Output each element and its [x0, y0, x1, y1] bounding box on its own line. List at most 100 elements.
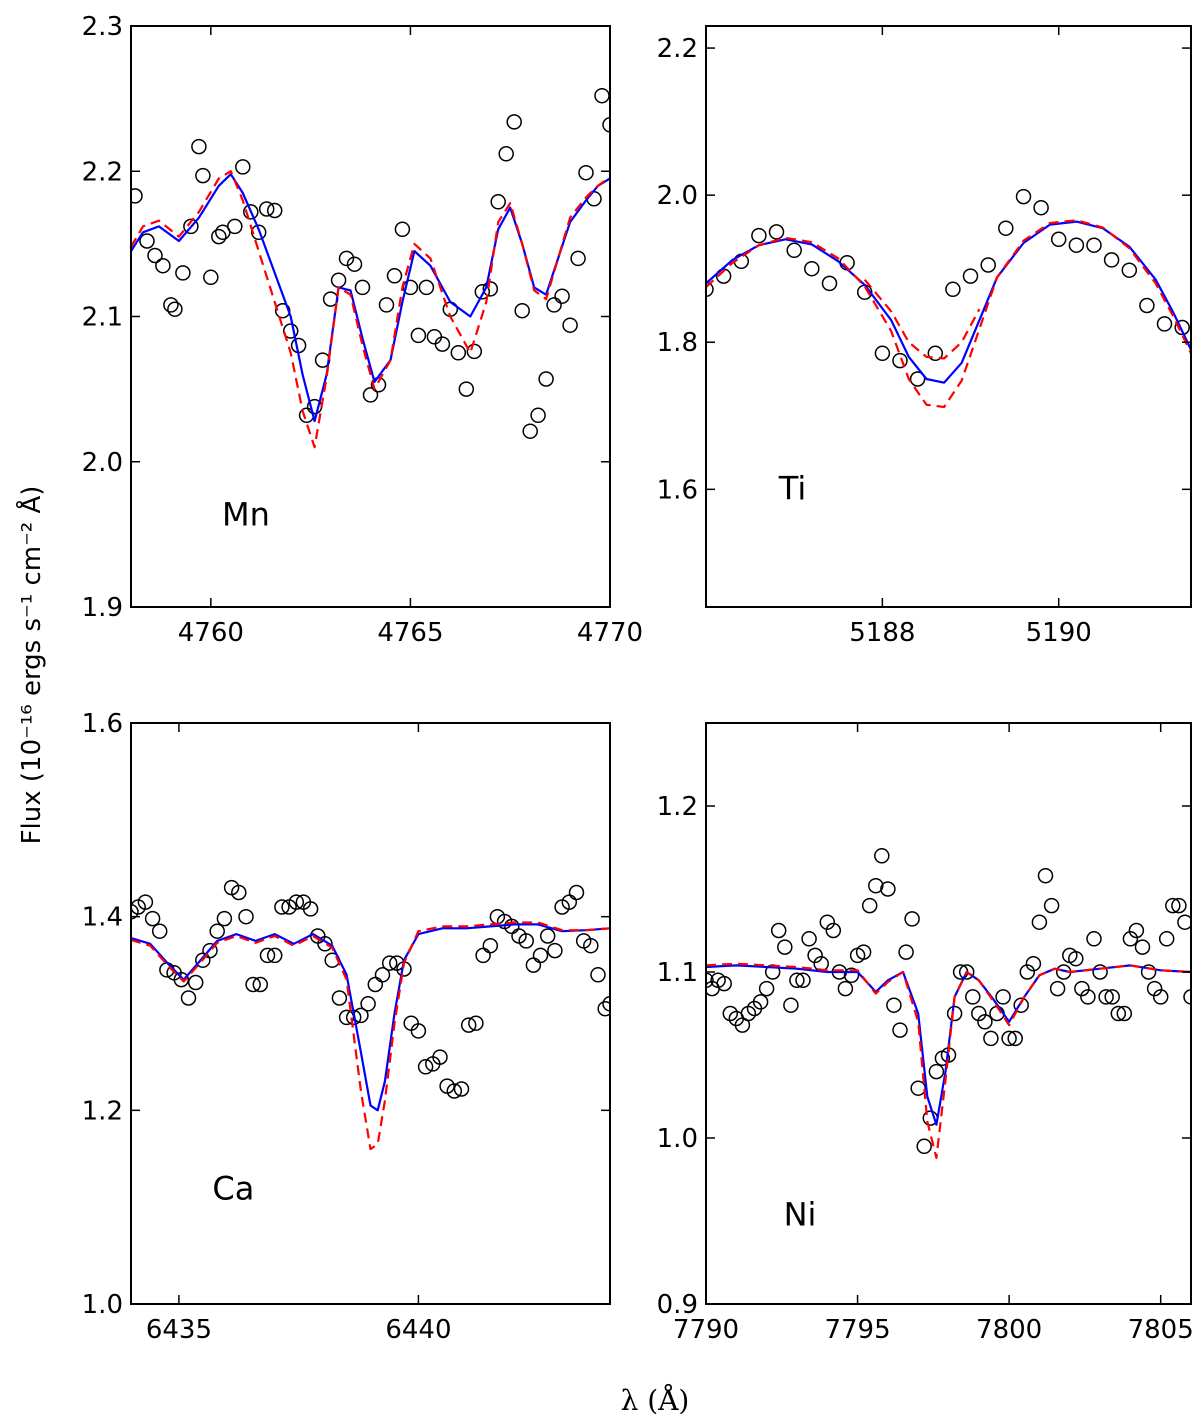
data-point [722, 1005, 739, 1022]
data-point [446, 1083, 463, 1099]
axes-frame [130, 722, 611, 1305]
data-point [490, 194, 506, 210]
data-point [331, 990, 348, 1006]
data-point [1080, 989, 1096, 1005]
data-point [874, 345, 891, 362]
y-tick-label: 1.2 [82, 1096, 123, 1126]
data-point [302, 901, 319, 917]
data-point [354, 279, 371, 296]
y-tick-label: 1.1 [657, 958, 698, 988]
element-label: Ti [778, 470, 806, 508]
y-tick-label: 2.0 [657, 181, 698, 211]
data-point [880, 881, 896, 897]
data-point [804, 260, 820, 277]
y-tick-label: 1.9 [82, 593, 123, 623]
data-point [394, 221, 411, 238]
data-point [590, 967, 606, 983]
data-point [317, 936, 333, 952]
data-point [458, 381, 475, 397]
data-point [410, 1023, 427, 1039]
data-point [1104, 989, 1120, 1005]
data-point [367, 976, 384, 993]
data-point [144, 910, 161, 927]
data-point [203, 269, 219, 286]
data-point [498, 146, 514, 162]
data-point [514, 302, 530, 319]
data-point [518, 933, 534, 949]
data-point [151, 923, 168, 939]
element-label: Ca [212, 1169, 254, 1207]
data-point [1122, 931, 1139, 947]
data-point [180, 990, 197, 1006]
plot-area [706, 848, 1191, 1160]
y-tick-label: 2.0 [82, 448, 123, 478]
data-point [594, 87, 610, 104]
data-point [1068, 237, 1085, 253]
model-line-solid [131, 923, 610, 1112]
data-point [525, 957, 542, 973]
y-tick-label: 1.6 [657, 475, 698, 505]
data-point [1134, 939, 1151, 955]
data-point [187, 974, 204, 991]
data-point [825, 922, 842, 939]
plot-area [131, 879, 610, 1151]
data-point [386, 268, 403, 284]
data-point [886, 997, 902, 1013]
data-point [998, 220, 1014, 236]
x-tick-label: 6435 [146, 1315, 212, 1345]
data-point [910, 1080, 926, 1096]
data-point [245, 976, 261, 993]
data-point [898, 944, 914, 960]
data-point [752, 994, 769, 1010]
y-tick-label: 1.0 [82, 1290, 123, 1320]
data-point [381, 955, 398, 971]
data-point [904, 911, 920, 927]
data-point [795, 972, 811, 989]
element-label: Ni [784, 1196, 817, 1234]
data-point [1050, 231, 1067, 248]
data-point [546, 297, 562, 313]
panel-ni: 7790 7795 7800 7805 0.9 1.0 1.1 1.2 Ni [657, 722, 1194, 1345]
data-point [378, 297, 395, 313]
data-point [962, 268, 979, 284]
axes-frame [130, 25, 611, 608]
data-point [1037, 867, 1054, 884]
data-point [597, 1000, 610, 1017]
data-point [909, 371, 926, 387]
data-point [716, 975, 732, 992]
data-point [209, 923, 225, 939]
y-tick-label: 1.4 [82, 903, 123, 933]
x-tick-label: 7790 [673, 1315, 739, 1345]
data-point [1033, 199, 1049, 216]
model-line-dashed [706, 962, 1191, 1160]
data-point [874, 848, 890, 864]
data-point [1103, 252, 1120, 268]
data-point [1049, 980, 1066, 997]
y-tick-label: 2.2 [657, 34, 698, 64]
data-point [259, 947, 276, 964]
data-point [578, 164, 594, 181]
data-point [173, 971, 190, 988]
panel-mn: 4760 4765 4770 1.9 2.0 2.1 2.2 2.3 Mn [82, 12, 643, 648]
data-point [1177, 914, 1191, 930]
data-point [282, 323, 299, 339]
data-point [801, 931, 817, 947]
x-tick-label: 7800 [976, 1315, 1042, 1345]
x-tick-label: 6440 [385, 1315, 451, 1345]
data-point [453, 1081, 470, 1097]
model-line-solid [131, 173, 610, 423]
data-point [410, 327, 427, 344]
data-point [989, 1005, 1005, 1022]
y-tick-label: 2.2 [82, 157, 123, 187]
data-point [506, 114, 522, 130]
data-point [868, 877, 884, 894]
data-point [468, 1015, 484, 1031]
data-point [1086, 931, 1102, 947]
data-point [770, 922, 787, 939]
data-point [1171, 897, 1187, 914]
data-point [807, 947, 823, 964]
data-point [916, 1138, 932, 1155]
x-tick-label: 4770 [577, 618, 643, 648]
data-point [243, 204, 259, 220]
data-point [1013, 997, 1029, 1013]
